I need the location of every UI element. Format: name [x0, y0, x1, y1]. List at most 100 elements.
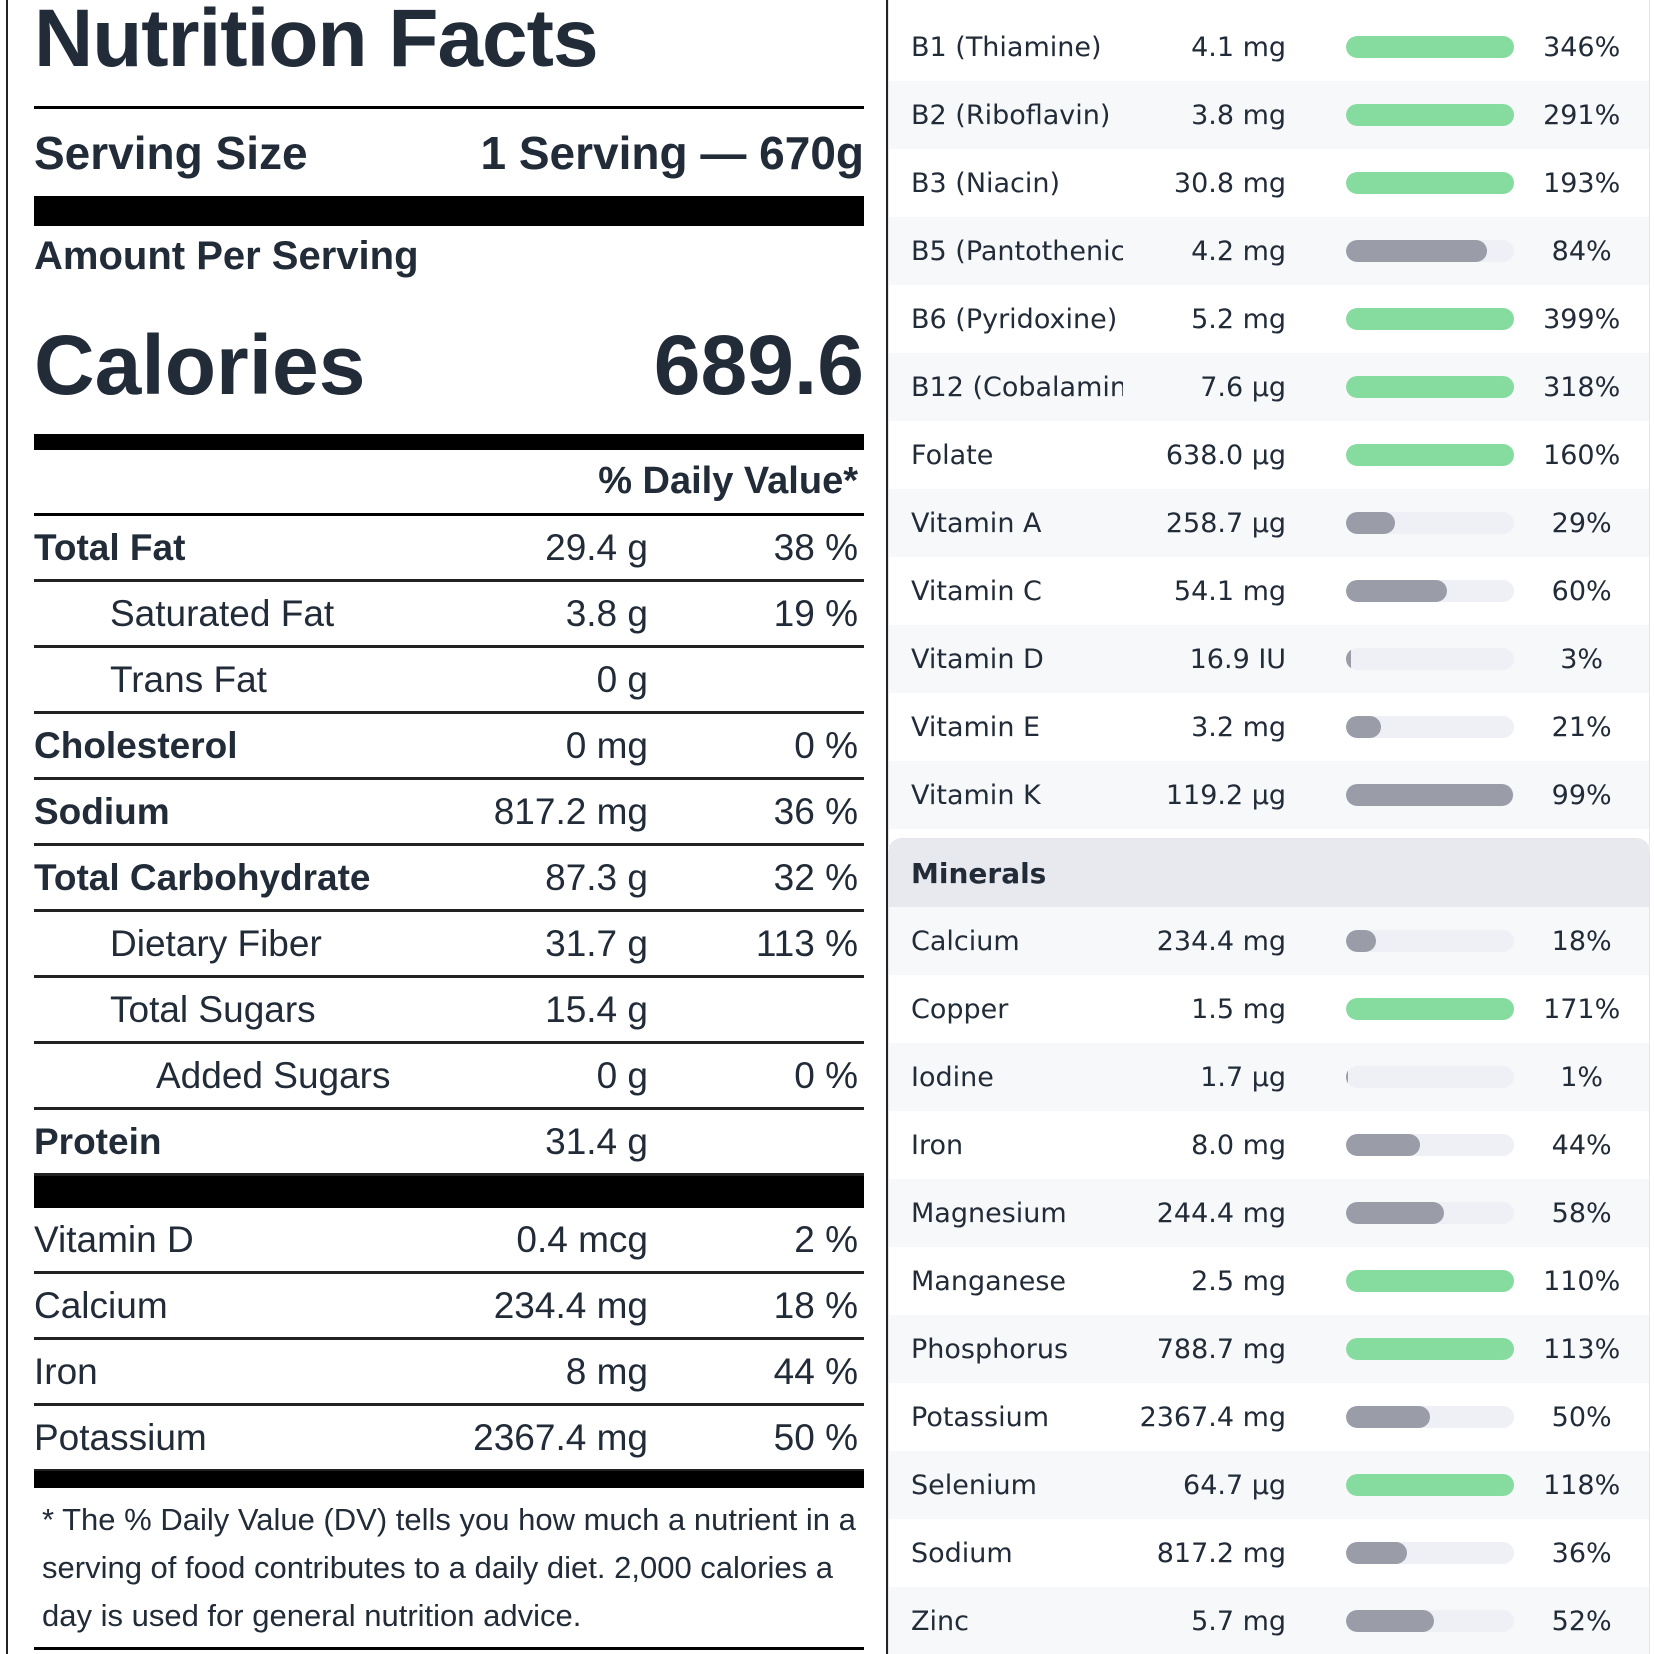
bar [1346, 784, 1513, 806]
bar-track [1346, 930, 1515, 952]
micro-row: Sodium 817.2 mg 36% [889, 1519, 1649, 1587]
micro-name: Zinc [911, 1605, 969, 1637]
micro-name: Copper [911, 993, 1009, 1025]
micro-dv: 99% [1551, 779, 1612, 811]
micro-amount: 234.4 mg [1156, 925, 1287, 957]
micro-dv: 160% [1543, 439, 1621, 471]
rule [34, 196, 864, 226]
title: Nutrition Facts [34, 0, 599, 84]
nutrient-dv: 18 % [773, 1284, 858, 1326]
nutrient-name: Vitamin D [34, 1218, 194, 1260]
micro-amount: 5.2 mg [1191, 303, 1287, 335]
micro-name: B6 (Pyridoxine) [911, 303, 1118, 335]
bar [1346, 998, 1515, 1020]
nutrient-dv: 32 % [773, 856, 858, 898]
micro-amount: 1.7 µg [1200, 1061, 1287, 1093]
micro-row: Vitamin E 3.2 mg 21% [889, 693, 1649, 761]
nutrient-amount: 0 g [596, 1054, 648, 1096]
nutrient-name: Sodium [34, 790, 170, 832]
bar [1346, 444, 1515, 466]
bar [1346, 1066, 1348, 1088]
calories-row: Calories 689.6 [34, 300, 864, 430]
nutrient-name: Protein [34, 1120, 162, 1162]
bar-track [1346, 1406, 1515, 1428]
micro-amount: 1.5 mg [1191, 993, 1287, 1025]
rule [34, 1176, 864, 1208]
micro-dv: 110% [1543, 1265, 1621, 1297]
micro-amount: 244.4 mg [1156, 1197, 1287, 1229]
nutrient-amount: 2367.4 mg [473, 1416, 648, 1458]
nutrient-name: Added Sugars [156, 1054, 391, 1096]
nutrient-row: Protein 31.4 g [34, 1110, 864, 1176]
micro-name: Magnesium [911, 1197, 1067, 1229]
micro-name: Phosphorus [911, 1333, 1069, 1365]
nutrient-row: Vitamin D 0.4 mcg 2 % [34, 1208, 864, 1274]
micro-dv: 29% [1551, 507, 1612, 539]
micro-name: Iodine [911, 1061, 994, 1093]
rule [34, 1471, 864, 1488]
nutrient-row: Cholesterol 0 mg 0 % [34, 714, 864, 780]
micro-row: Iodine 1.7 µg 1% [889, 1043, 1649, 1111]
nutrient-dv: 44 % [773, 1350, 858, 1392]
bar [1346, 1474, 1515, 1496]
micro-amount: 64.7 µg [1183, 1469, 1287, 1501]
micro-dv: 399% [1543, 303, 1621, 335]
micro-dv: 291% [1543, 99, 1621, 131]
micro-row: Vitamin C 54.1 mg 60% [889, 557, 1649, 625]
nutrient-amount: 0 g [596, 658, 648, 700]
micro-dv: 21% [1551, 711, 1612, 743]
nutrient-row: Saturated Fat 3.8 g 19 % [34, 582, 864, 648]
bar [1346, 308, 1515, 330]
nutrient-amount: 29.4 g [545, 526, 648, 568]
nutrient-name: Total Fat [34, 526, 186, 568]
nutrient-dv: 0 % [794, 1054, 858, 1096]
micro-dv: 1% [1560, 1061, 1604, 1093]
nutrient-row: Iron 8 mg 44 % [34, 1340, 864, 1406]
micro-row: Phosphorus 788.7 mg 113% [889, 1315, 1649, 1383]
serving-label: Serving Size [34, 127, 308, 179]
minerals-card: Minerals Calcium 234.4 mg 18% Copper 1.5 mg 1… [888, 838, 1650, 1654]
nutrient-amount: 87.3 g [545, 856, 648, 898]
bar [1346, 36, 1515, 58]
micro-row: Vitamin A 258.7 µg 29% [889, 489, 1649, 557]
micro-row: Calcium 234.4 mg 18% [889, 907, 1649, 975]
micro-amount: 4.1 mg [1191, 31, 1287, 63]
nutrient-dv: 38 % [773, 526, 858, 568]
nutrient-dv: 19 % [773, 592, 858, 634]
serving-size: 1 Serving — 670g [480, 127, 865, 179]
bar-track [1346, 376, 1515, 398]
micro-row: Manganese 2.5 mg 110% [889, 1247, 1649, 1315]
calories-label: Calories [34, 317, 366, 412]
micro-dv: 36% [1551, 1537, 1612, 1569]
nutrient-dv: 36 % [773, 790, 858, 832]
dv-header: % Daily Value* [598, 460, 858, 502]
bar-track [1346, 1610, 1515, 1632]
bar-track [1346, 308, 1515, 330]
bar [1346, 1610, 1434, 1632]
micro-row: Vitamin D 16.9 IU 3% [889, 625, 1649, 693]
bar-track [1346, 784, 1515, 806]
micro-row: Copper 1.5 mg 171% [889, 975, 1649, 1043]
micro-row: B6 (Pyridoxine) 5.2 mg 399% [889, 285, 1649, 353]
micro-amount: 119.2 µg [1165, 779, 1287, 811]
bar-track [1346, 1542, 1515, 1564]
bar-track [1346, 1134, 1515, 1156]
bar [1346, 1202, 1444, 1224]
bar-track [1346, 1338, 1515, 1360]
nutrient-dv: 0 % [794, 724, 858, 766]
bar [1346, 104, 1515, 126]
bar [1346, 376, 1515, 398]
micro-name: Selenium [911, 1469, 1037, 1501]
nutrient-row: Added Sugars 0 g 0 % [34, 1044, 864, 1110]
nutrient-amount: 31.4 g [545, 1120, 648, 1162]
micro-name: B2 (Riboflavin) [911, 99, 1111, 131]
rule [34, 513, 864, 516]
serving-row: Serving Size 1 Serving — 670g [34, 112, 864, 194]
micro-amount: 2.5 mg [1191, 1265, 1287, 1297]
micro-dv: 3% [1560, 643, 1604, 675]
bar [1346, 1406, 1431, 1428]
nutrient-name: Saturated Fat [110, 592, 335, 634]
micro-name: Vitamin C [911, 575, 1042, 607]
nutrient-name: Total Sugars [110, 988, 316, 1030]
